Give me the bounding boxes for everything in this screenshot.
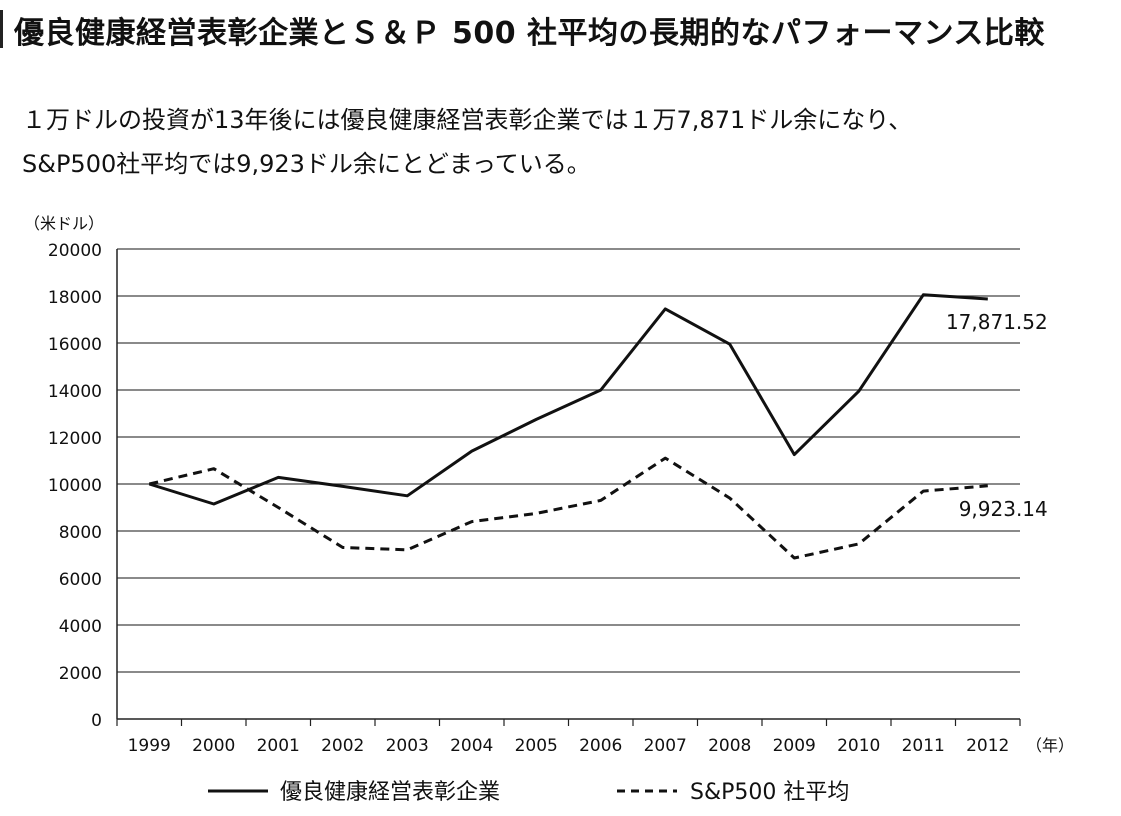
y-tick-label: 6000: [59, 570, 102, 590]
x-tick-label: 2006: [579, 736, 622, 756]
x-tick-label: 1999: [128, 736, 171, 756]
page-title: 優良健康経営表彰企業とＳ＆Ｐ 500 社平均の長期的なパフォーマンス比較: [14, 16, 1045, 51]
x-tick-label: 2005: [515, 736, 558, 756]
x-tick-label: 2002: [321, 736, 364, 756]
subtitle-line-2: S&P500社平均では9,923ドル余にとどまっている。: [22, 150, 591, 178]
y-tick-label: 20000: [48, 241, 102, 261]
y-tick-label: 8000: [59, 523, 102, 543]
subtitle: １万ドルの投資が13年後には優良健康経営表彰企業では１万7,871ドル余になり、…: [22, 98, 912, 186]
y-tick-label: 2000: [59, 664, 102, 684]
y-tick-label: 14000: [48, 382, 102, 402]
x-axis-unit-label: （年）: [1026, 736, 1074, 755]
x-tick-label: 2010: [837, 736, 880, 756]
series-1-end-label: 17,871.52: [946, 310, 1048, 334]
y-tick-label: 4000: [59, 617, 102, 637]
series-line-1: [148, 293, 988, 506]
x-tick-label: 2012: [966, 736, 1009, 756]
legend-label-1: 優良健康経営表彰企業: [280, 780, 500, 805]
x-tick-label: 2003: [386, 736, 429, 756]
y-tick-label: 16000: [48, 335, 102, 355]
series-line-2: [148, 456, 988, 560]
y-tick-label: 18000: [48, 288, 102, 308]
x-tick-label: 2004: [450, 736, 493, 756]
x-tick-label: 2007: [644, 736, 687, 756]
x-tick-label: 2009: [773, 736, 816, 756]
title-accent-bar: [0, 10, 3, 48]
x-tick-label: 2000: [192, 736, 235, 756]
legend-label-2: S&P500 社平均: [690, 780, 849, 805]
subtitle-line-1: １万ドルの投資が13年後には優良健康経営表彰企業では１万7,871ドル余になり、: [22, 106, 913, 134]
y-tick-label: 10000: [48, 476, 102, 496]
series-2-end-label: 9,923.14: [959, 497, 1048, 521]
y-tick-label: 12000: [48, 429, 102, 449]
y-tick-label: 0: [91, 711, 102, 731]
x-tick-label: 2008: [708, 736, 751, 756]
y-axis-unit-label: （米ドル）: [24, 214, 104, 233]
x-tick-label: 2001: [257, 736, 300, 756]
x-tick-label: 2011: [902, 736, 945, 756]
